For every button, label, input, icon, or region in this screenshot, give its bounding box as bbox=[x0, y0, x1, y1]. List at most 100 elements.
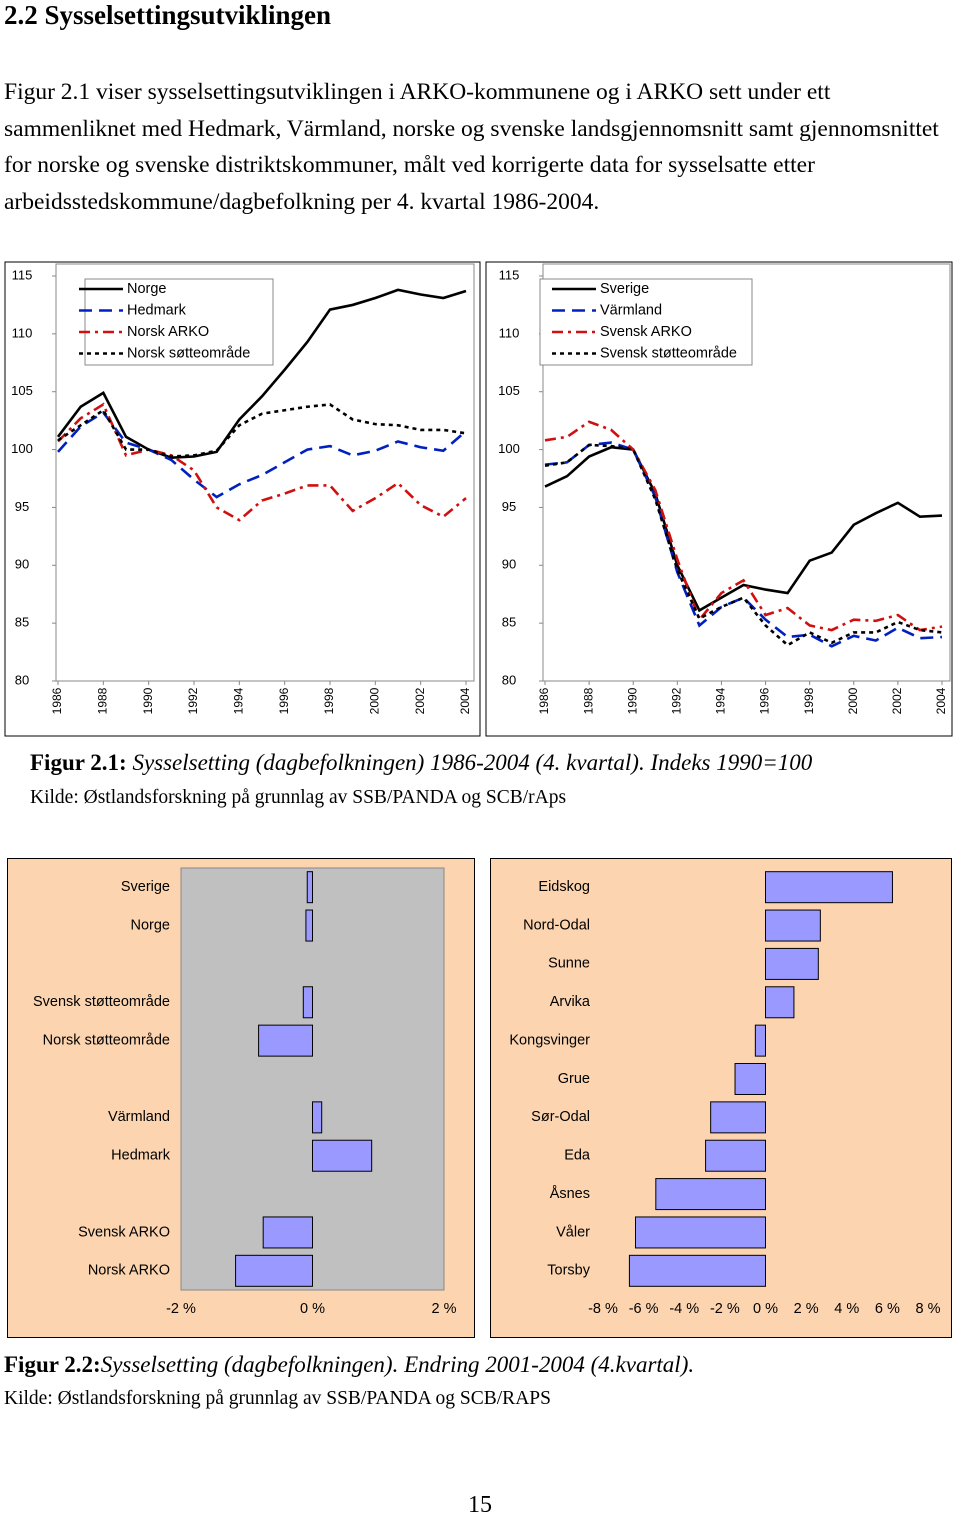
category-label: Svensk støtteområde bbox=[33, 994, 170, 1010]
bar bbox=[312, 1101, 323, 1134]
y-tick-label: 100 bbox=[498, 441, 520, 456]
x-tick-label: 1994 bbox=[714, 687, 728, 714]
category-label: Grue bbox=[558, 1071, 590, 1087]
bar bbox=[628, 1254, 766, 1287]
y-tick-label: 110 bbox=[499, 325, 520, 340]
x-tick-label: 1988 bbox=[581, 687, 595, 714]
x-tick-label: 1986 bbox=[50, 687, 64, 714]
bar bbox=[235, 1254, 313, 1287]
x-tick-label: 2 % bbox=[794, 1301, 819, 1317]
x-tick-label: 8 % bbox=[916, 1301, 941, 1317]
y-tick-label: 80 bbox=[15, 672, 29, 687]
category-label: Eda bbox=[564, 1148, 591, 1164]
y-tick-label: 80 bbox=[502, 672, 516, 687]
x-tick-label: 1990 bbox=[625, 687, 639, 714]
x-tick-label: 1994 bbox=[232, 687, 246, 714]
x-tick-label: 1990 bbox=[141, 687, 155, 714]
category-label: Sør-Odal bbox=[531, 1109, 590, 1125]
category-label: Sunne bbox=[548, 956, 590, 972]
legend-label: Hedmark bbox=[127, 302, 187, 318]
x-tick-label: 4 % bbox=[834, 1301, 859, 1317]
x-tick-label: 1988 bbox=[96, 687, 110, 714]
x-tick-label: 2000 bbox=[368, 687, 382, 714]
x-tick-label: 6 % bbox=[875, 1301, 900, 1317]
x-tick-label: 2004 bbox=[934, 687, 948, 714]
x-tick-label: -2 % bbox=[710, 1301, 740, 1317]
caption-text: Sysselsetting (dagbefolkningen) 1986-200… bbox=[132, 750, 645, 775]
category-label: Hedmark bbox=[111, 1148, 171, 1164]
x-tick-label: 2000 bbox=[846, 687, 860, 714]
y-tick-label: 115 bbox=[12, 267, 33, 282]
category-label: Våler bbox=[556, 1224, 590, 1240]
x-tick-label: -6 % bbox=[629, 1301, 659, 1317]
bar bbox=[655, 1178, 766, 1211]
x-tick-label: 1998 bbox=[802, 687, 816, 714]
bar-chart: -2 % 0 % 2 % Sverige Norge Svensk støtteområd… bbox=[7, 858, 475, 1338]
heading: 2.2 Sysselsettingsutviklingen bbox=[4, 0, 332, 30]
series-line bbox=[56, 288, 467, 459]
y-tick-label: 105 bbox=[11, 383, 33, 398]
paragraph: Figur 2.1 viser sysselsettingsutviklinge… bbox=[4, 79, 939, 215]
plot-area bbox=[542, 263, 951, 682]
bar bbox=[312, 1139, 373, 1172]
x-tick-label: 1996 bbox=[277, 687, 291, 714]
x-tick-label: -4 % bbox=[669, 1301, 699, 1317]
page-number: 15 bbox=[468, 1492, 492, 1518]
x-tick-label: -8 % bbox=[588, 1301, 618, 1317]
series-line bbox=[57, 410, 467, 499]
y-tick-label: 110 bbox=[12, 325, 33, 340]
bar bbox=[258, 1024, 314, 1057]
x-tick-label: 1998 bbox=[322, 687, 336, 714]
x-tick-label: 2002 bbox=[890, 687, 904, 714]
y-tick-label: 95 bbox=[15, 499, 29, 514]
x-tick-label: 2 % bbox=[432, 1301, 457, 1317]
legend-label: Svensk ARKO bbox=[600, 324, 692, 340]
figure-caption: Figur 2.1: Sysselsetting (dagbefolkninge… bbox=[30, 750, 812, 776]
figure-caption: Figur 2.2:Sysselsetting (dagbefolkningen… bbox=[4, 1352, 694, 1378]
bar-chart: -8 % -6 % -4 % -2 % 0 % 2 % 4 % 6 % 8 % Eidskog No… bbox=[490, 858, 952, 1338]
bar bbox=[262, 1216, 313, 1249]
plot-area bbox=[55, 263, 475, 682]
category-label: Norge bbox=[131, 917, 171, 933]
category-label: Nord-Odal bbox=[523, 917, 590, 933]
line-chart: 80 85 90 95 100 105 110 115 1986 1988 1990 1992 1994… bbox=[4, 261, 481, 737]
y-tick-label: 100 bbox=[11, 441, 33, 456]
category-label: Eidskog bbox=[538, 879, 590, 895]
category-label: Kongsvinger bbox=[509, 1032, 590, 1048]
bar bbox=[765, 909, 821, 942]
bar bbox=[710, 1101, 766, 1134]
x-tick-label: 2004 bbox=[458, 687, 472, 714]
category-label: Åsnes bbox=[550, 1185, 590, 1202]
figure-source: Kilde: Østlandsforskning på grunnlag av … bbox=[30, 787, 567, 808]
caption-text: Sysselsetting (dagbefolkningen). Endring… bbox=[100, 1352, 695, 1377]
y-tick-label: 95 bbox=[502, 499, 516, 514]
y-tick-label: 90 bbox=[15, 557, 29, 572]
x-tick-label: 1996 bbox=[758, 687, 772, 714]
bar bbox=[754, 1024, 766, 1057]
x-tick-label: 1986 bbox=[537, 687, 551, 714]
figure-source: Kilde: Østlandsforskning på grunnlag av … bbox=[4, 1388, 551, 1409]
x-tick-label: 0 % bbox=[300, 1301, 325, 1317]
legend-label: Svensk støtteområde bbox=[600, 345, 737, 361]
category-label: Torsby bbox=[547, 1263, 590, 1279]
bar bbox=[306, 871, 313, 904]
category-label: Norsk ARKO bbox=[88, 1263, 170, 1279]
legend-label: Sverige bbox=[600, 281, 649, 297]
legend-label: Värmland bbox=[600, 302, 662, 318]
legend-box bbox=[539, 278, 753, 366]
series-line bbox=[544, 443, 943, 647]
series-line bbox=[544, 420, 943, 632]
y-tick-label: 105 bbox=[498, 383, 520, 398]
y-tick-label: 85 bbox=[502, 615, 516, 630]
bar bbox=[705, 1139, 766, 1172]
legend-box bbox=[84, 278, 274, 366]
x-tick-label: 1992 bbox=[186, 687, 200, 714]
legend-label: Norge bbox=[127, 281, 167, 297]
caption-note: Indeks 1990=100 bbox=[650, 750, 813, 775]
bar bbox=[765, 986, 795, 1019]
bar bbox=[302, 986, 314, 1019]
x-tick-label: 1992 bbox=[670, 687, 684, 714]
bar bbox=[734, 1063, 766, 1095]
category-label: Värmland bbox=[108, 1109, 170, 1125]
